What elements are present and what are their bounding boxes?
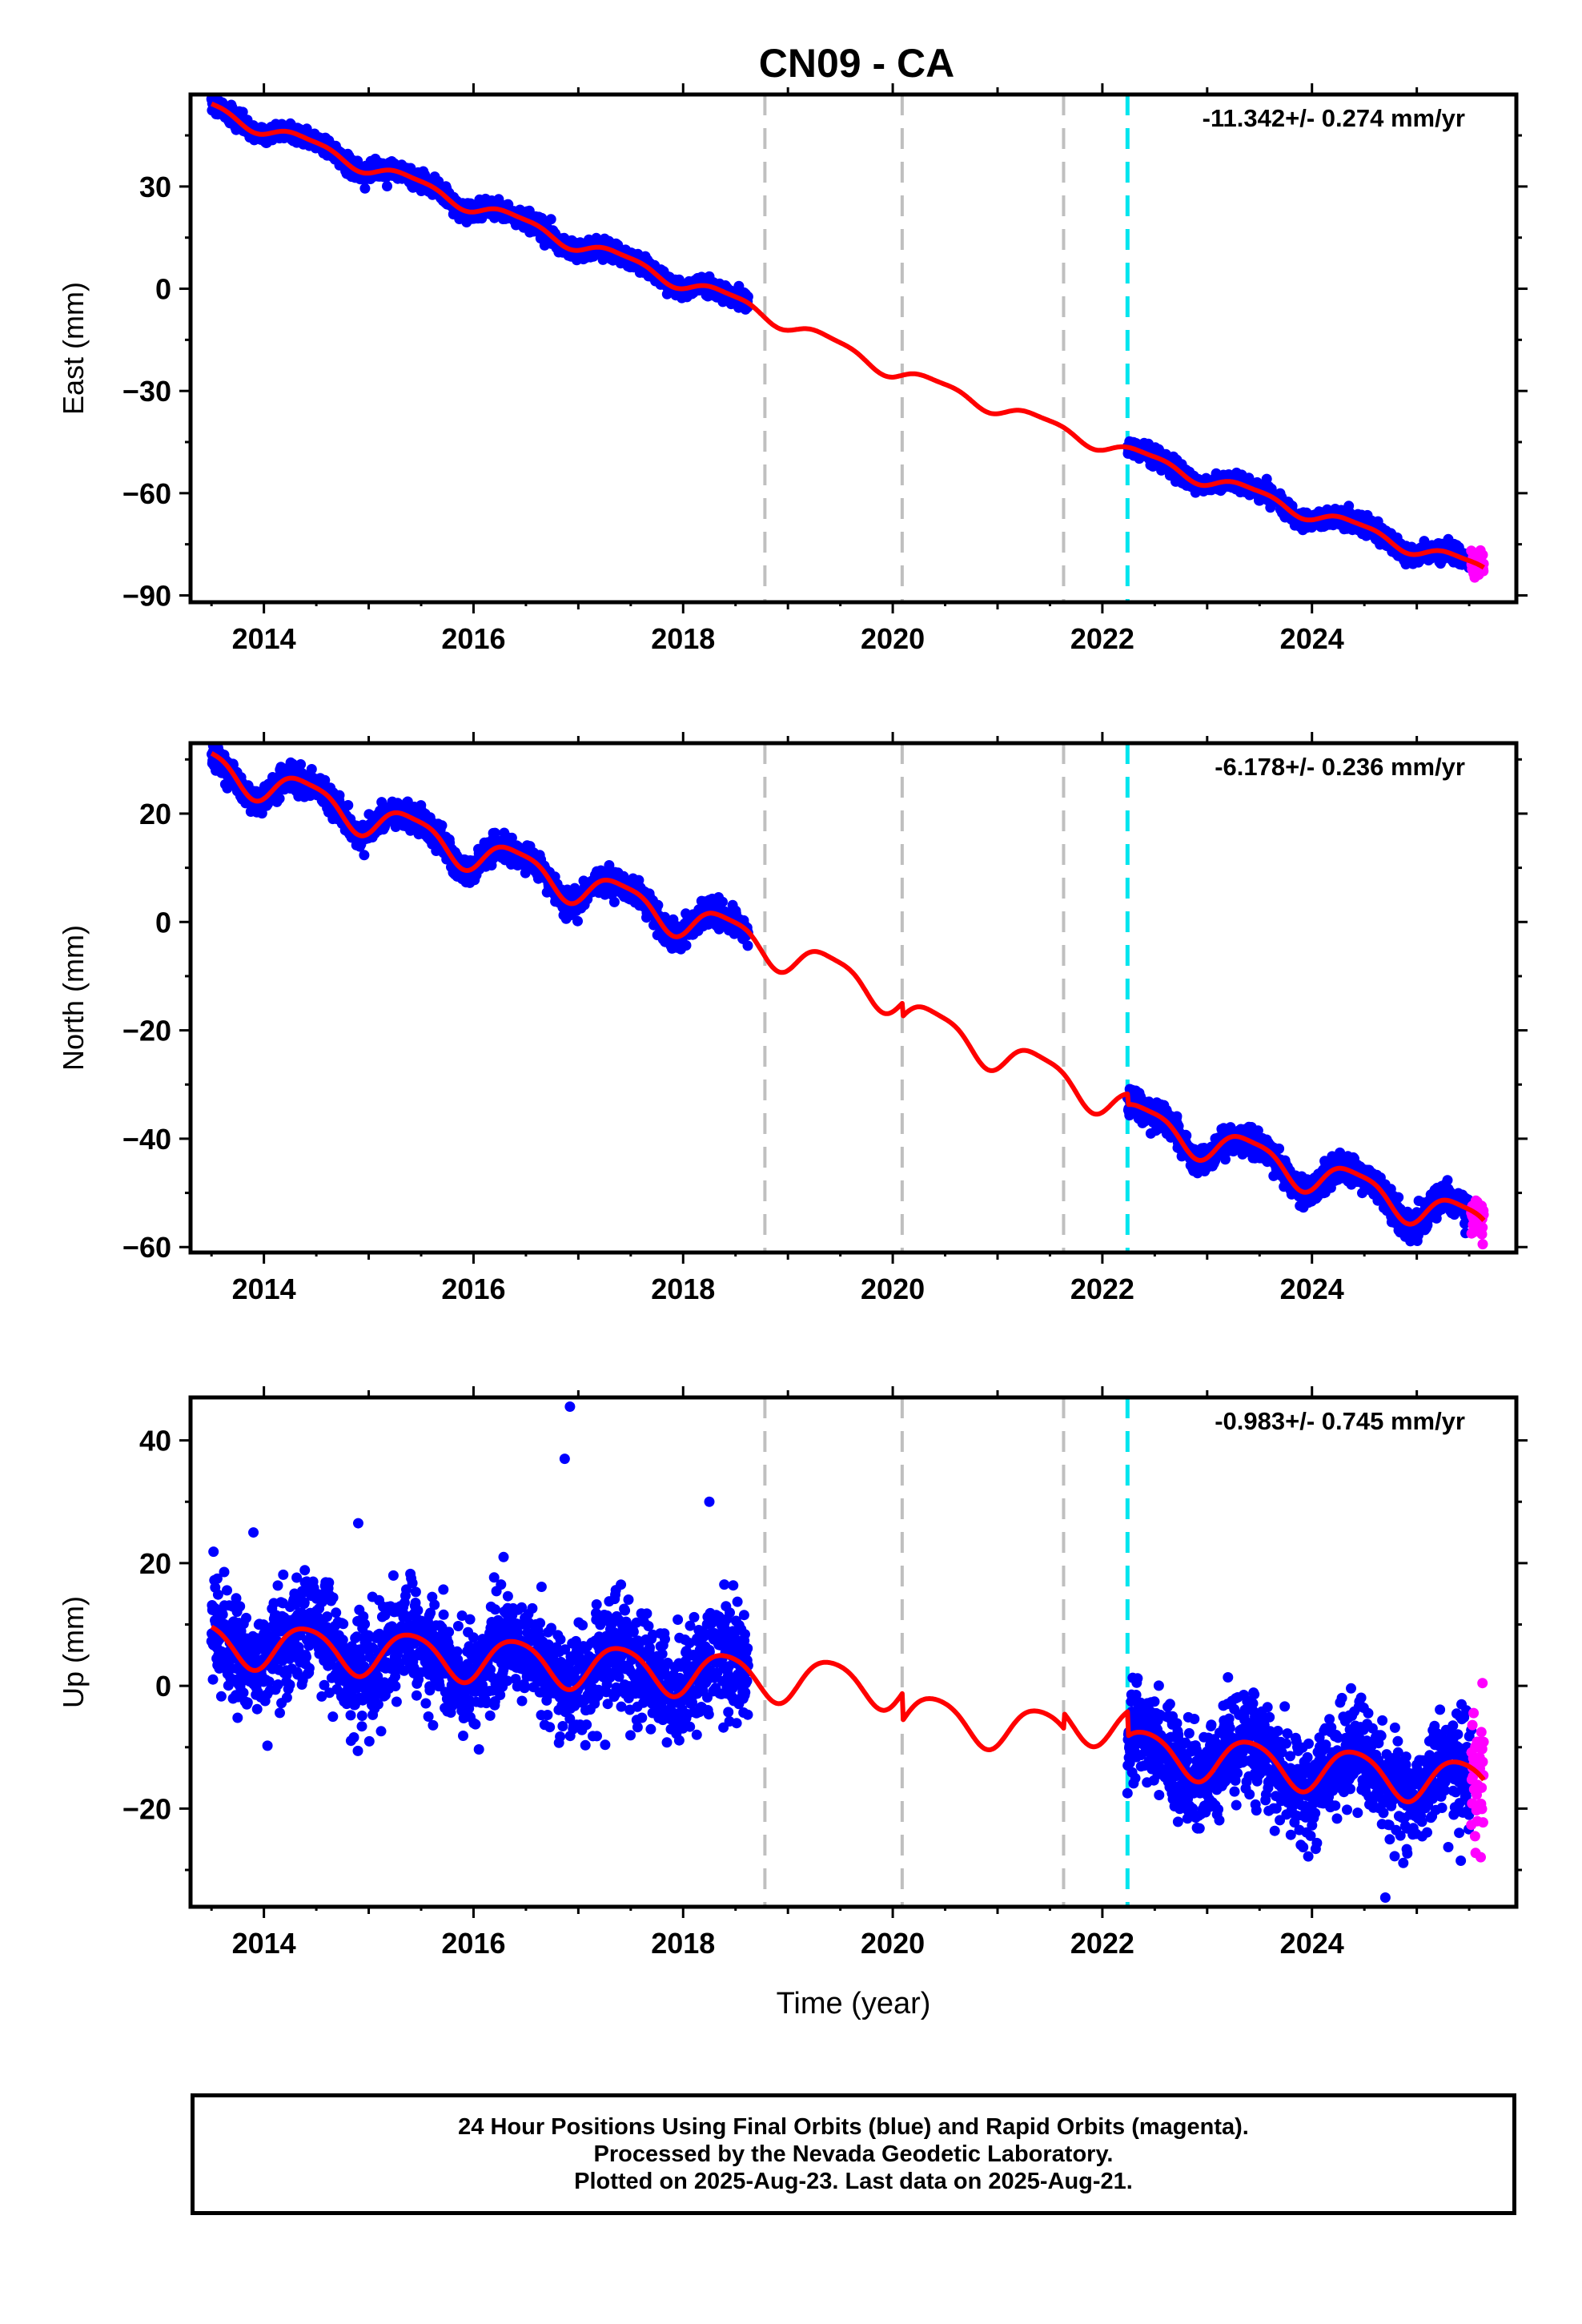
rapid-orbit-point (1477, 549, 1488, 561)
plot-area (206, 94, 1489, 602)
final-orbit-point (295, 759, 307, 770)
x-tick-label: 2018 (651, 622, 715, 655)
north-panel: 2014 2016 2018 2020 2022 2024200−20−40−60Nort… (57, 732, 1528, 1305)
final-orbit-point (608, 896, 620, 907)
y-tick-label: 30 (139, 171, 171, 203)
x-tick-label: 2024 (1280, 622, 1344, 655)
figure-title: CN09 - CA (759, 41, 954, 86)
final-orbit-point (274, 793, 285, 804)
x-tick-label: 2016 (441, 622, 505, 655)
final-orbit-points (206, 94, 1477, 573)
x-tick-label: 2022 (1070, 622, 1134, 655)
final-orbit-point (237, 107, 248, 118)
final-orbit-point (681, 940, 692, 951)
final-orbit-point (572, 915, 583, 927)
y-axis: 30 0 −30 −60 −90 (122, 134, 1528, 612)
final-orbit-point (742, 940, 753, 951)
velocity-label: -11.342+/- 0.274 mm/yr (1203, 104, 1465, 132)
y-tick-label: −90 (122, 579, 171, 612)
model-curve (210, 101, 1486, 570)
final-orbit-point (343, 800, 354, 810)
final-orbit-point (717, 896, 728, 907)
plot-area (207, 743, 1489, 1252)
final-orbit-point (436, 820, 448, 831)
final-orbit-point (545, 214, 556, 225)
y-tick-label: 0 (155, 273, 171, 306)
y-tick-label: −60 (122, 477, 171, 510)
x-axis: 2014 2016 2018 2020 2022 2024 (210, 83, 1471, 655)
final-orbit-point (359, 183, 371, 194)
y-tick-label: −30 (122, 375, 171, 408)
final-orbit-point (359, 850, 370, 861)
east-panel: 2014 2016 2018 2020 2022 2024 30 0 −30 −60 −90 East… (57, 83, 1528, 655)
x-tick-label: 2020 (861, 622, 925, 655)
final-orbit-point (306, 764, 317, 774)
final-orbit-point (382, 181, 392, 191)
axes-frame (188, 92, 1519, 605)
x-tick-label: 2014 (232, 622, 296, 655)
y-axis-label: East (mm) (57, 282, 90, 415)
